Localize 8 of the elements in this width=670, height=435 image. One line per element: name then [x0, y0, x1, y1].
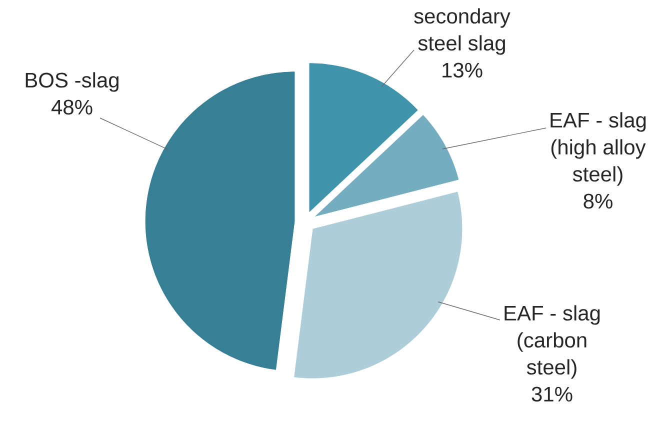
- slice-label: secondary steel slag: [414, 8, 510, 55]
- data-label: 31%: [532, 386, 572, 402]
- slice-label: EAF - slag (carbon steel): [504, 305, 600, 379]
- slice-label: BOS -slag: [26, 72, 118, 92]
- slice-label: EAF - slag (high alloy steel): [550, 112, 646, 186]
- data-label: 13%: [442, 62, 482, 78]
- data-label: 48%: [51, 100, 92, 115]
- data-label: 8%: [584, 194, 612, 209]
